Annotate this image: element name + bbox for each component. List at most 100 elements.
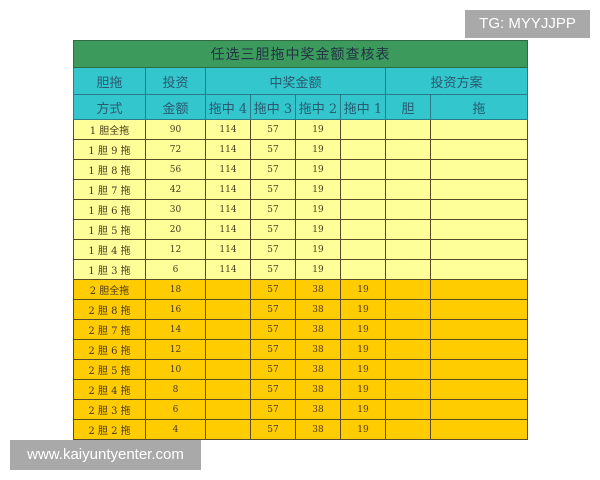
invest-cell: 20 [145, 219, 206, 240]
invest-cell: 42 [145, 179, 206, 200]
dan-cell [385, 119, 431, 140]
t2-cell: 19 [295, 179, 341, 200]
header-prize: 中奖金额 [205, 67, 386, 95]
tuo-cell [430, 419, 528, 440]
t3-cell: 57 [250, 159, 296, 180]
t4-cell: 114 [205, 119, 251, 140]
t1-cell [340, 179, 386, 200]
header-mode-2: 方式 [73, 94, 146, 120]
tuo-cell [430, 279, 528, 300]
invest-cell: 6 [145, 399, 206, 420]
t2-cell: 19 [295, 219, 341, 240]
dan-cell [385, 139, 431, 160]
t2-cell: 19 [295, 159, 341, 180]
t4-cell: 114 [205, 239, 251, 260]
tuo-cell [430, 299, 528, 320]
dan-cell [385, 339, 431, 360]
table-row: 2 胆全拖 18 57 38 19 [73, 279, 528, 300]
dan-cell [385, 359, 431, 380]
invest-cell: 12 [145, 239, 206, 260]
dan-cell [385, 259, 431, 280]
mode-cell: 2 胆 8 拖 [73, 299, 146, 320]
tuo-cell [430, 379, 528, 400]
t1-cell [340, 199, 386, 220]
mode-cell: 1 胆 5 拖 [73, 219, 146, 240]
tuo-cell [430, 139, 528, 160]
prize-check-table: 任选三胆拖中奖金额查核表 胆拖 投资 中奖金额 投资方案 方式 金额 拖中 4 … [73, 40, 528, 440]
t1-cell [340, 259, 386, 280]
t3-cell: 57 [250, 279, 296, 300]
tuo-cell [430, 259, 528, 280]
tuo-cell [430, 239, 528, 260]
invest-cell: 90 [145, 119, 206, 140]
header-t4: 拖中 4 [205, 94, 251, 120]
t2-cell: 38 [295, 299, 341, 320]
mode-cell: 2 胆 5 拖 [73, 359, 146, 380]
t4-cell: 114 [205, 219, 251, 240]
t3-cell: 57 [250, 419, 296, 440]
mode-cell: 1 胆 8 拖 [73, 159, 146, 180]
invest-cell: 10 [145, 359, 206, 380]
t2-cell: 19 [295, 199, 341, 220]
table-row: 1 胆 9 拖 72 114 57 19 [73, 139, 528, 160]
t1-cell [340, 139, 386, 160]
dan-cell [385, 319, 431, 340]
t4-cell: 114 [205, 159, 251, 180]
header-t3: 拖中 3 [250, 94, 296, 120]
t4-cell: 114 [205, 139, 251, 160]
dan-cell [385, 299, 431, 320]
watermark-url: www.kaiyuntyenter.com [10, 440, 201, 470]
t4-cell [205, 359, 251, 380]
invest-cell: 16 [145, 299, 206, 320]
t1-cell [340, 239, 386, 260]
t3-cell: 57 [250, 259, 296, 280]
t1-cell [340, 119, 386, 140]
table-row: 2 胆 4 拖 8 57 38 19 [73, 379, 528, 400]
t3-cell: 57 [250, 139, 296, 160]
table-row: 2 胆 2 拖 4 57 38 19 [73, 419, 528, 440]
t3-cell: 57 [250, 379, 296, 400]
t2-cell: 19 [295, 259, 341, 280]
tuo-cell [430, 339, 528, 360]
watermark-tg: TG: MYYJJPP [465, 10, 590, 38]
t2-cell: 19 [295, 119, 341, 140]
tuo-cell [430, 179, 528, 200]
mode-cell: 1 胆全拖 [73, 119, 146, 140]
header-mode: 胆拖 [73, 67, 146, 95]
t1-cell [340, 159, 386, 180]
tuo-cell [430, 219, 528, 240]
mode-cell: 1 胆 3 拖 [73, 259, 146, 280]
tuo-cell [430, 359, 528, 380]
t1-cell: 19 [340, 419, 386, 440]
invest-cell: 72 [145, 139, 206, 160]
header-t1: 拖中 1 [340, 94, 386, 120]
dan-cell [385, 279, 431, 300]
t1-cell [340, 219, 386, 240]
t4-cell: 114 [205, 259, 251, 280]
mode-cell: 2 胆全拖 [73, 279, 146, 300]
t1-cell: 19 [340, 319, 386, 340]
header-tuo: 拖 [430, 94, 528, 120]
t4-cell [205, 379, 251, 400]
dan-cell [385, 379, 431, 400]
tuo-cell [430, 319, 528, 340]
mode-cell: 2 胆 7 拖 [73, 319, 146, 340]
t3-cell: 57 [250, 299, 296, 320]
t2-cell: 38 [295, 399, 341, 420]
invest-cell: 14 [145, 319, 206, 340]
invest-cell: 6 [145, 259, 206, 280]
table-row: 2 胆 5 拖 10 57 38 19 [73, 359, 528, 380]
t4-cell [205, 339, 251, 360]
invest-cell: 12 [145, 339, 206, 360]
t4-cell: 114 [205, 199, 251, 220]
invest-cell: 30 [145, 199, 206, 220]
table-row: 2 胆 3 拖 6 57 38 19 [73, 399, 528, 420]
t2-cell: 38 [295, 319, 341, 340]
dan-cell [385, 179, 431, 200]
invest-cell: 56 [145, 159, 206, 180]
t2-cell: 38 [295, 359, 341, 380]
table-row: 1 胆 6 拖 30 114 57 19 [73, 199, 528, 220]
tuo-cell [430, 119, 528, 140]
header-invest-2: 金额 [145, 94, 206, 120]
t4-cell [205, 319, 251, 340]
